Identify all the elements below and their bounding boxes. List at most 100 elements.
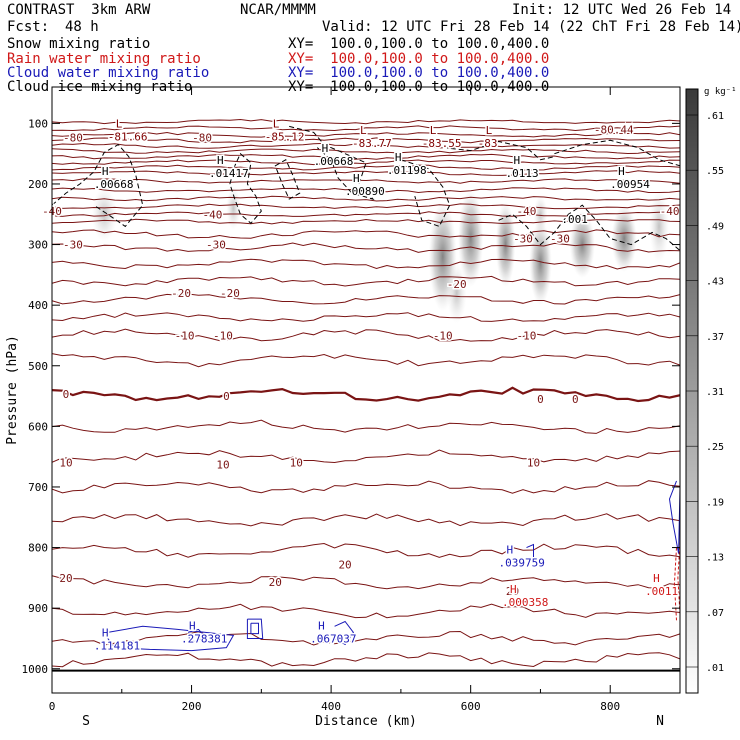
- temperature-label: 10: [527, 457, 540, 470]
- temperature-label: 0: [63, 388, 70, 401]
- temperature-contour: [52, 218, 680, 225]
- legend-rain-label: Rain water mixing ratio: [7, 51, 201, 67]
- temperature-contour: [52, 229, 680, 239]
- extremum-value: -83: [478, 137, 498, 150]
- extremum-value: -83.77: [352, 137, 392, 150]
- cloud-water-contour: [107, 625, 235, 652]
- legend-snow-label: Snow mixing ratio: [7, 36, 151, 52]
- temperature-contour: [52, 137, 680, 144]
- cloud-water-contour: [526, 543, 534, 560]
- extrema-labels: L-81.66L-85.12L-83.77L-83.55L-83H.00668H…: [92, 116, 679, 654]
- legend-cloudwater-label: Cloud water mixing ratio: [7, 65, 210, 81]
- temperature-contour: [52, 542, 680, 558]
- extremum-value: -85.12: [265, 131, 305, 144]
- temperature-label: -30: [206, 239, 226, 252]
- colorbar-unit: g kg⁻¹: [704, 87, 737, 97]
- cloud-water-contour: [334, 620, 355, 646]
- cloud-water-contours: [107, 480, 680, 652]
- y-tick-label: 100: [28, 117, 48, 130]
- temperature-contour: [52, 211, 680, 217]
- temperature-contour: [52, 187, 680, 194]
- temperature-contour: [52, 242, 680, 253]
- cloud-ice-contour: [498, 204, 680, 251]
- y-tick-label: 500: [28, 360, 48, 373]
- model-title: CONTRAST 3km ARW: [7, 2, 151, 18]
- extremum-value: .000358: [502, 596, 548, 609]
- extremum-symbol: L: [273, 118, 280, 131]
- extremum-symbol: H: [507, 544, 514, 557]
- temperature-contour: [52, 603, 680, 619]
- axes: 0 200 400 600 800100200300400500600700800900…: [22, 87, 681, 713]
- y-tick-label: 1000: [22, 663, 49, 676]
- extremum-symbol: H: [510, 583, 517, 596]
- extremum-symbol: H: [217, 154, 224, 167]
- extremum-symbol: H: [653, 572, 660, 585]
- temperature-label: -20: [220, 287, 240, 300]
- y-tick-label: 900: [28, 602, 48, 615]
- extremum-value: .01417: [209, 167, 249, 180]
- temperature-contour: [52, 125, 680, 132]
- temperature-label: 0: [572, 393, 579, 406]
- cloud-water-contour: [668, 480, 680, 554]
- legend-snow-xy: XY= 100.0,100.0 to 100.0,400.0: [288, 36, 550, 52]
- temperature-contour: [52, 575, 680, 590]
- temperature-contour: [52, 142, 680, 149]
- temperature-contour: [52, 203, 680, 210]
- temperature-contour: [52, 353, 680, 368]
- colorbar-level: .43: [706, 277, 724, 288]
- forecast-hours: 48 h: [65, 19, 99, 35]
- temperature-label: 20: [59, 572, 72, 585]
- cloud-ice-contour: [400, 159, 451, 228]
- extremum-symbol: L: [116, 118, 123, 131]
- temperature-label: -10: [433, 329, 453, 342]
- temperature-label: -40: [660, 205, 680, 218]
- cloud-ice-contour: [229, 152, 262, 225]
- x-axis-title: Distance (km): [315, 714, 417, 729]
- temperature-label: 20: [269, 576, 282, 589]
- temperature-contour: [52, 480, 680, 494]
- extremum-symbol: H: [618, 165, 625, 178]
- cloud-ice-contour: [442, 140, 555, 161]
- temperature-contour: [52, 178, 680, 184]
- temperature-contour: [52, 328, 680, 342]
- extremum-value: .278381: [181, 632, 227, 645]
- temperature-label: 10: [59, 457, 72, 470]
- colorbar-level: .61: [706, 111, 724, 122]
- temperature-label: 0: [223, 390, 230, 403]
- endpoint-south: S: [82, 714, 90, 729]
- extremum-symbol: H: [318, 619, 325, 632]
- x-tick-label: 200: [182, 700, 202, 713]
- colorbar-level: .31: [706, 387, 724, 398]
- temperature-contour: [52, 258, 680, 270]
- temperature-label: 10: [290, 457, 303, 470]
- temperature-contour: [52, 275, 680, 287]
- extremum-symbol: L: [360, 124, 367, 137]
- temperature-contour: [52, 118, 680, 125]
- cloud-ice-contour: [554, 139, 680, 167]
- snow-blob: [446, 262, 467, 324]
- extremum-value: .001: [561, 213, 588, 226]
- temperature-contour: [52, 170, 680, 176]
- extremum-symbol: H: [189, 619, 196, 632]
- temperature-label: -40: [203, 208, 223, 221]
- temperature-label: -80.44: [594, 123, 634, 136]
- temperature-contour: [52, 652, 680, 668]
- x-tick-label: 0: [49, 700, 56, 713]
- temperature-label: -80: [63, 131, 83, 144]
- extremum-symbol: H: [102, 627, 109, 640]
- temperature-contour: [52, 630, 680, 646]
- extremum-value: .114181: [94, 640, 140, 653]
- temperature-label: -40: [517, 205, 537, 218]
- extremum-value: .00954: [610, 178, 650, 191]
- cloud-ice-contours: [52, 125, 680, 251]
- cloud-ice-contour: [274, 158, 301, 200]
- extremum-value: .039759: [499, 557, 545, 570]
- y-tick-label: 300: [28, 239, 48, 252]
- extremum-value: .0011: [645, 585, 678, 598]
- y-tick-label: 400: [28, 299, 48, 312]
- temperature-contour: [52, 513, 680, 527]
- org-title: NCAR/MMMM: [240, 2, 316, 18]
- temperature-contour: [52, 312, 680, 322]
- temperature-contour: [52, 164, 680, 171]
